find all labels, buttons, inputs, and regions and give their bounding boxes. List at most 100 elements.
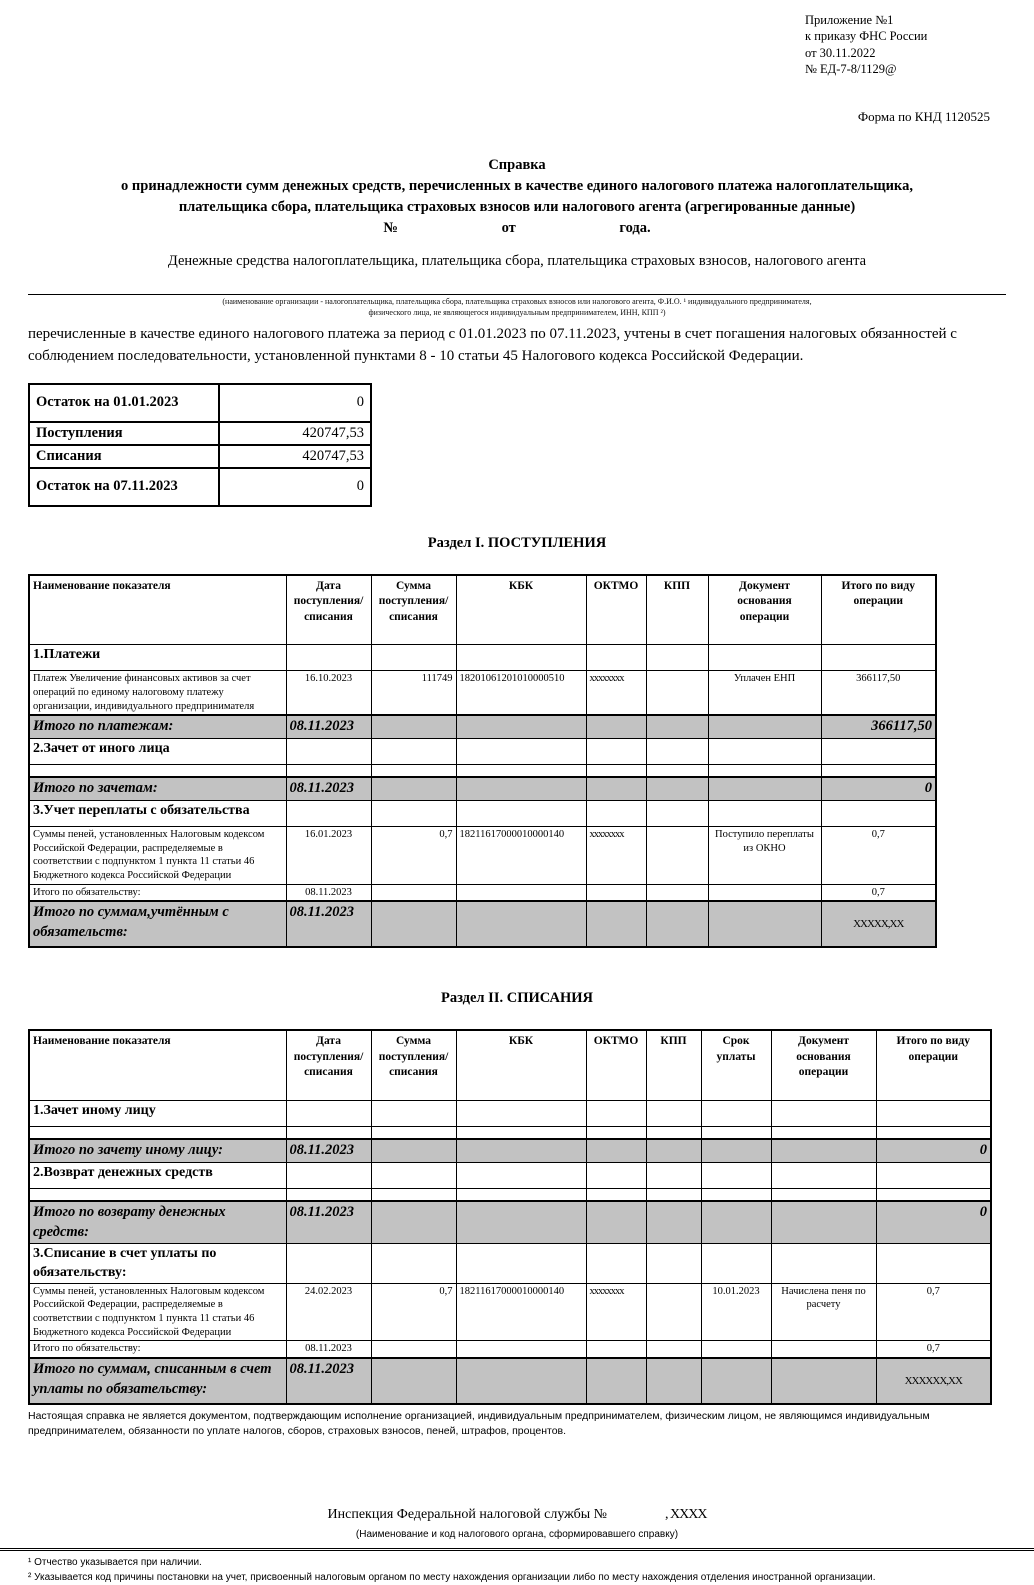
table-cell [645,900,709,948]
table-cell [707,799,822,827]
table-cell: Уплачен ЕНП [707,670,822,716]
table-cell [370,883,457,902]
table-cell [370,1200,457,1245]
summary-value: 420747,53 [218,443,372,469]
appendix-line: Приложение №1 [805,13,894,27]
table-cell [285,1125,372,1140]
table-cell [285,1161,372,1189]
table-cell [645,1138,702,1163]
table-cell [645,776,709,801]
table-cell [645,644,709,672]
table-cell: 18201061201010000510 [455,670,587,716]
column-header: Дата поступления/ списания [285,1029,372,1101]
organization-underline [28,294,1006,296]
table-cell [707,763,822,778]
table-cell: Итого по зачетам: [28,776,287,801]
inspection-line: Инспекция Федеральной налоговой службы №… [28,1507,1006,1523]
table-cell: Итого по суммам, списанным в счет уплаты… [28,1356,287,1405]
table-cell [370,776,457,801]
table-cell: 08.11.2023 [285,714,372,739]
table-cell [455,1356,587,1405]
table-cell [585,900,647,948]
table-cell [455,1161,587,1189]
table-cell: 08.11.2023 [285,1356,372,1405]
table-cell [875,1099,992,1127]
table-cell [707,776,822,801]
separator-rule [0,1548,1034,1552]
table-cell: 10.01.2023 [700,1282,772,1342]
table-cell [820,737,937,765]
table-cell [370,1161,457,1189]
table-cell [645,1200,702,1245]
table-cell [585,737,647,765]
appendix-line: от 30.11.2022 [805,45,876,60]
table-cell [645,737,709,765]
table-cell [585,1161,647,1189]
table-cell [370,1187,457,1202]
number-date-line: № от года. [28,220,1006,237]
table-cell [645,1099,702,1127]
column-header: КПП [645,1029,702,1101]
table-cell: Итого по суммам,учтённым с обязательств: [28,900,287,948]
organization-caption: (наименование организации - налогоплател… [28,296,1006,318]
table-cell [770,1125,877,1140]
table-row: 3.Списание в счет уплаты по обязательств… [28,1243,992,1284]
table-cell: xxxxxxxx [585,1282,647,1342]
table-cell: 0,7 [370,825,457,885]
table-row: Итого по платежам: 08.11.2023 366117,50 [28,714,937,739]
table-cell [455,799,587,827]
table-cell [585,1340,647,1359]
table-cell [285,737,372,765]
table-cell: Суммы пеней, установленных Налоговым код… [28,1282,287,1342]
intro-line: Денежные средства налогоплательщика, пла… [167,253,867,270]
table-cell [875,1125,992,1140]
table-cell: 0,7 [875,1340,992,1359]
table-cell [455,644,587,672]
summary-value: 0 [218,466,372,507]
table-cell: 366117,50 [820,714,937,739]
table-row: 3.Учет переплаты с обязательства [28,799,937,827]
table-cell [645,1243,702,1284]
table-cell: xxxxxxxx [585,825,647,885]
table-cell [370,900,457,948]
table-cell [585,776,647,801]
title-line-3: плательщика сбора, плательщика страховых… [178,199,856,216]
table-cell: 2.Зачет от иного лица [28,737,287,765]
table-cell [700,1099,772,1127]
table-cell: 366117,50 [820,670,937,716]
table-cell: 0 [875,1138,992,1163]
summary-row: Списания 420747,53 [28,443,372,469]
table-cell [645,1356,702,1405]
table-cell [645,825,709,885]
table-cell [707,644,822,672]
table-cell [285,644,372,672]
table-cell [370,1138,457,1163]
appendix-block: Приложение №1 к приказу ФНС России от 30… [805,12,1006,77]
table-cell: 0,7 [820,825,937,885]
table-cell [585,1356,647,1405]
table-cell [700,1187,772,1202]
section1-header-row: Наименование показателя Дата поступления/… [28,574,937,646]
table-cell: Начислена пеня по расчету [770,1282,877,1342]
table-cell [645,1161,702,1189]
section2-table: Наименование показателя Дата поступления/… [28,1029,992,1405]
table-cell [700,1340,772,1359]
inspection-value: , XXXX [665,1507,707,1523]
column-header: Сумма поступления/ списания [370,1029,457,1101]
table-cell [455,1200,587,1245]
summary-row: Остаток на 01.01.2023 0 [28,382,372,423]
table-cell [585,1099,647,1127]
title-line-2: о принадлежности сумм денежных средств, … [121,178,913,195]
table-cell: 2.Возврат денежных средств [28,1161,287,1189]
table-cell [700,1356,772,1405]
table-cell: Итого по возврату денежных средств: [28,1200,287,1245]
column-header: Документ основания операции [707,574,822,646]
table-cell: XXXXXX,XX [875,1356,992,1405]
table-cell [645,1340,702,1359]
table-cell [28,1187,287,1202]
table-cell [455,763,587,778]
organization-caption-line: физического лица, не являющегося индивид… [368,308,666,318]
table-cell [455,1138,587,1163]
column-header: КБК [455,574,587,646]
